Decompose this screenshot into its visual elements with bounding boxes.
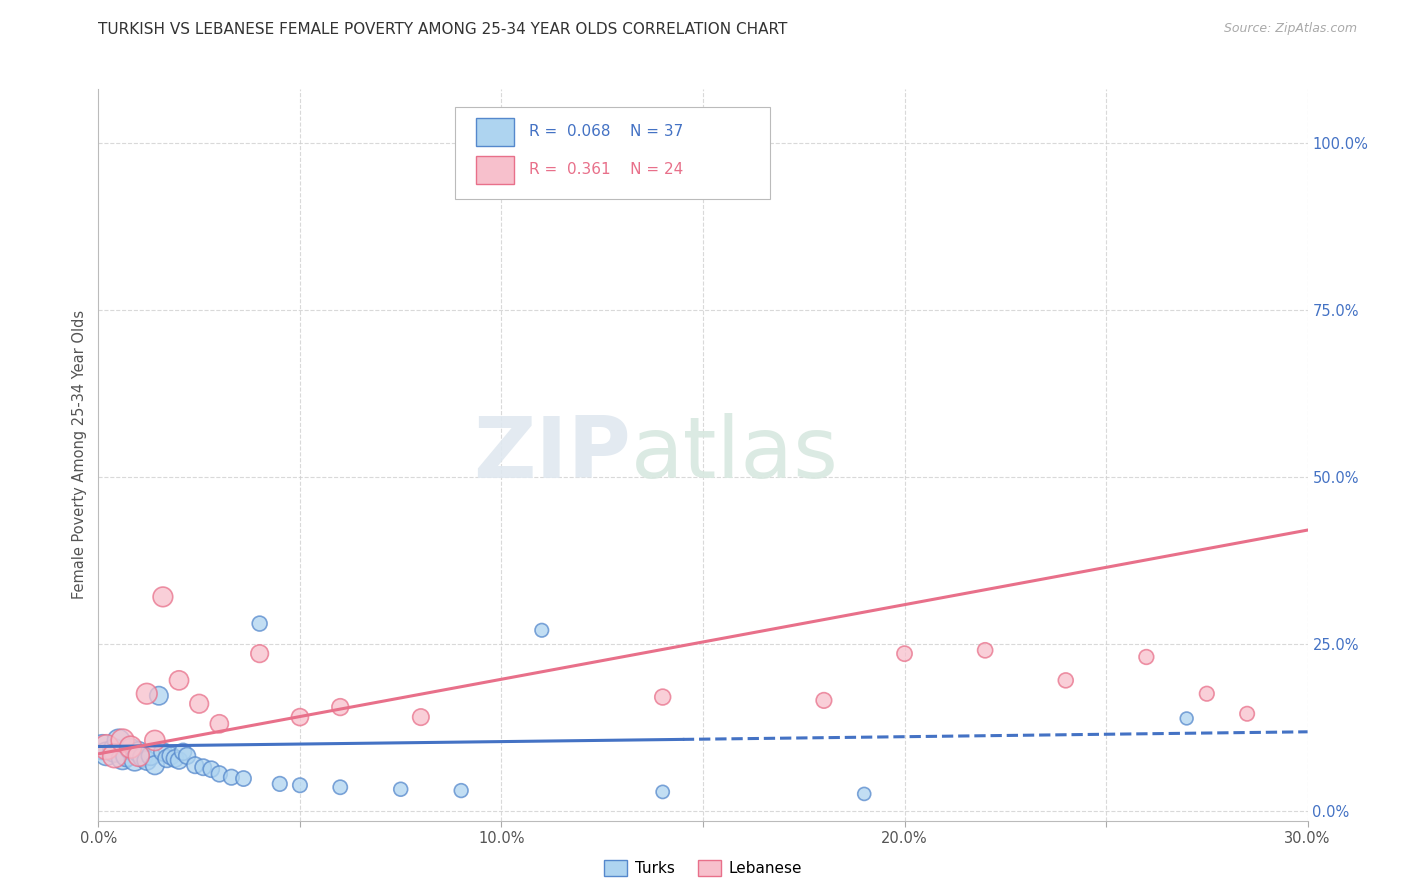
Point [491,136,513,150]
Text: TURKISH VS LEBANESE FEMALE POVERTY AMONG 25-34 YEAR OLDS CORRELATION CHART: TURKISH VS LEBANESE FEMALE POVERTY AMONG… [98,22,787,37]
Y-axis label: Female Poverty Among 25-34 Year Olds: Female Poverty Among 25-34 Year Olds [72,310,87,599]
Point [139,748,162,763]
Point [1054,673,1077,688]
Point [143,758,166,772]
Point [115,748,138,763]
Point [135,754,157,768]
Point [450,783,472,797]
Point [221,770,243,784]
Point [107,733,129,747]
Point [143,733,166,747]
Point [329,780,352,795]
Point [152,590,174,604]
Point [288,778,311,792]
Text: R =  0.068    N = 37: R = 0.068 N = 37 [529,124,683,139]
FancyBboxPatch shape [456,108,769,199]
Point [160,748,183,763]
Point [329,700,352,714]
Point [103,748,125,763]
Point [249,616,271,631]
Point [184,758,207,772]
Point [148,689,170,703]
Point [120,740,142,755]
Point [156,751,179,765]
Bar [475,156,515,184]
Point [208,716,231,731]
Point [208,767,231,781]
Point [91,740,114,755]
Point [1195,687,1218,701]
Point [893,647,915,661]
Text: Source: ZipAtlas.com: Source: ZipAtlas.com [1223,22,1357,36]
Point [1175,711,1198,725]
Bar [475,118,515,145]
Point [176,748,198,763]
Point [651,785,673,799]
Legend: Turks, Lebanese: Turks, Lebanese [598,855,808,882]
Point [96,740,118,755]
Point [124,754,146,768]
Point [128,748,150,763]
Point [853,787,876,801]
Point [389,782,412,797]
Point [103,743,125,757]
Point [172,745,194,759]
Point [135,687,157,701]
Point [1135,650,1157,665]
Point [530,624,553,638]
Point [152,745,174,759]
Text: atlas: atlas [630,413,838,497]
Point [163,751,186,765]
Point [193,760,215,774]
Point [232,772,254,786]
Point [96,747,118,761]
Point [188,697,211,711]
Point [409,710,432,724]
Text: R =  0.361    N = 24: R = 0.361 N = 24 [529,162,683,178]
Point [167,673,190,688]
Point [111,751,134,765]
Point [269,777,291,791]
Text: ZIP: ZIP [472,413,630,497]
Point [128,745,150,759]
Point [167,754,190,768]
Point [132,750,155,764]
Point [974,643,997,657]
Point [288,710,311,724]
Point [200,762,222,776]
Point [1236,706,1258,721]
Point [651,690,673,704]
Point [111,733,134,747]
Point [813,693,835,707]
Point [120,742,142,756]
Point [249,647,271,661]
